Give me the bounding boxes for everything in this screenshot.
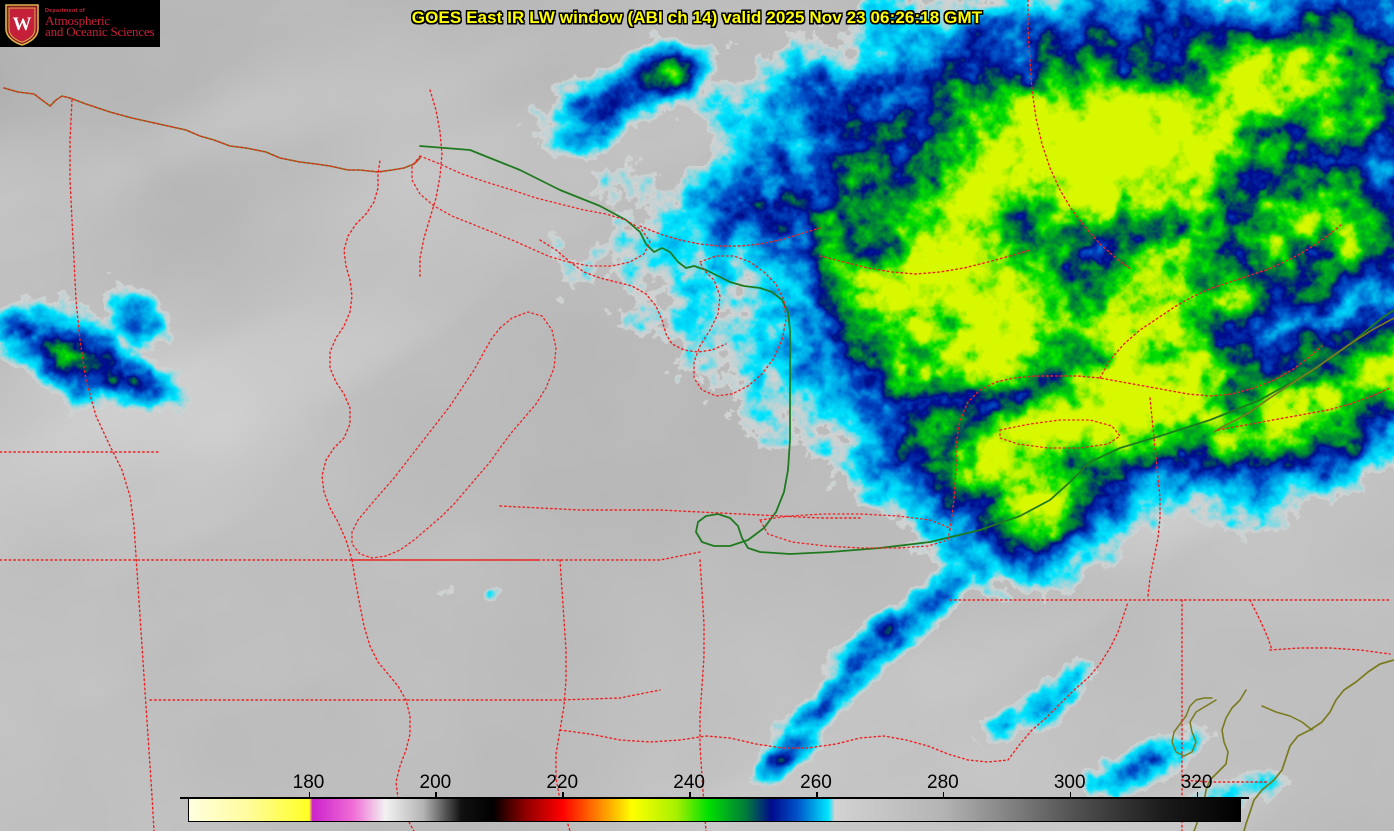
border-mississippi-river bbox=[351, 559, 415, 831]
border-md-va-eastern-shore bbox=[1181, 779, 1269, 783]
us-canada-border-west bbox=[3, 87, 421, 173]
border-lake-superior-east bbox=[639, 225, 821, 247]
border-canada-province-west bbox=[419, 89, 443, 277]
atlantic-coastline-north bbox=[1213, 317, 1394, 433]
lake-superior-north-shore bbox=[3, 87, 421, 173]
atlantic-coastline-delmarva bbox=[1243, 659, 1394, 831]
border-nj-ny bbox=[1269, 647, 1391, 655]
border-in-oh bbox=[699, 559, 707, 831]
border-ny-adirondacks bbox=[1099, 223, 1343, 379]
lake-huron-outline bbox=[693, 255, 787, 397]
uw-crest-icon: W bbox=[3, 2, 41, 46]
border-canada-province-east bbox=[1027, 0, 1133, 271]
lake-erie-outline bbox=[759, 513, 951, 549]
logo-department-label: Department of bbox=[45, 7, 85, 14]
international-border-great-lakes bbox=[419, 145, 1394, 555]
colorbar-tick-220 bbox=[562, 792, 564, 798]
colorbar-label-280: 280 bbox=[927, 772, 959, 793]
colorbar-tick-300 bbox=[1069, 792, 1072, 798]
colorbar-axis-line bbox=[180, 797, 1249, 799]
border-canada-ontario-quebec bbox=[819, 249, 1031, 275]
border-mn-ia bbox=[0, 551, 701, 561]
logo-line-oceanic: and Oceanic Sciences bbox=[45, 23, 155, 39]
colorbar-label-180: 180 bbox=[292, 772, 325, 793]
logo-line-atmospheric: Atmospheric bbox=[45, 12, 110, 28]
lake-superior-south-shore bbox=[411, 155, 651, 267]
colorbar-gradient bbox=[188, 798, 1241, 822]
colorbar-label-240: 240 bbox=[673, 772, 705, 793]
border-ny-pa bbox=[949, 345, 1323, 531]
border-ny-ct-ma bbox=[1217, 387, 1391, 431]
colorbar-label-200: 200 bbox=[419, 772, 452, 793]
border-ohio-river bbox=[559, 729, 1009, 763]
uw-madison-aos-logo: W Department of Atmospheric and Oceanic … bbox=[0, 0, 160, 47]
colorbar-tick-200 bbox=[435, 792, 437, 798]
delaware-bay bbox=[1261, 705, 1313, 731]
border-mi-in-oh bbox=[499, 505, 861, 519]
colorbar-label-260: 260 bbox=[800, 772, 832, 793]
border-wisconsin-west bbox=[321, 159, 381, 561]
lake-ontario-outline bbox=[999, 419, 1121, 449]
colorbar-tick-320 bbox=[1196, 792, 1199, 798]
colorbar-tick-marks bbox=[188, 792, 1241, 798]
lake-michigan-outline bbox=[351, 311, 557, 559]
border-minnesota-west bbox=[69, 99, 155, 831]
colorbar-tick-280 bbox=[942, 792, 945, 798]
colorbar-label-300: 300 bbox=[1053, 772, 1086, 793]
colorbar-label-320: 320 bbox=[1180, 772, 1213, 793]
colorbar-tick-260 bbox=[815, 792, 818, 798]
colorbar-tick-180 bbox=[308, 792, 311, 798]
border-mi-wi-up bbox=[539, 239, 727, 353]
border-de-pa bbox=[1249, 599, 1273, 651]
border-wv-va bbox=[1007, 601, 1129, 761]
border-ny-nj bbox=[1147, 397, 1161, 597]
colorbar-label-220: 220 bbox=[546, 772, 579, 793]
chesapeake-bay-west-shore bbox=[1171, 697, 1217, 757]
temperature-colorbar: 180 200 220 240 260 280 300 320 bbox=[180, 772, 1249, 822]
border-ia-mo bbox=[149, 689, 661, 701]
svg-text:W: W bbox=[13, 14, 32, 35]
colorbar-tick-240 bbox=[689, 792, 691, 798]
